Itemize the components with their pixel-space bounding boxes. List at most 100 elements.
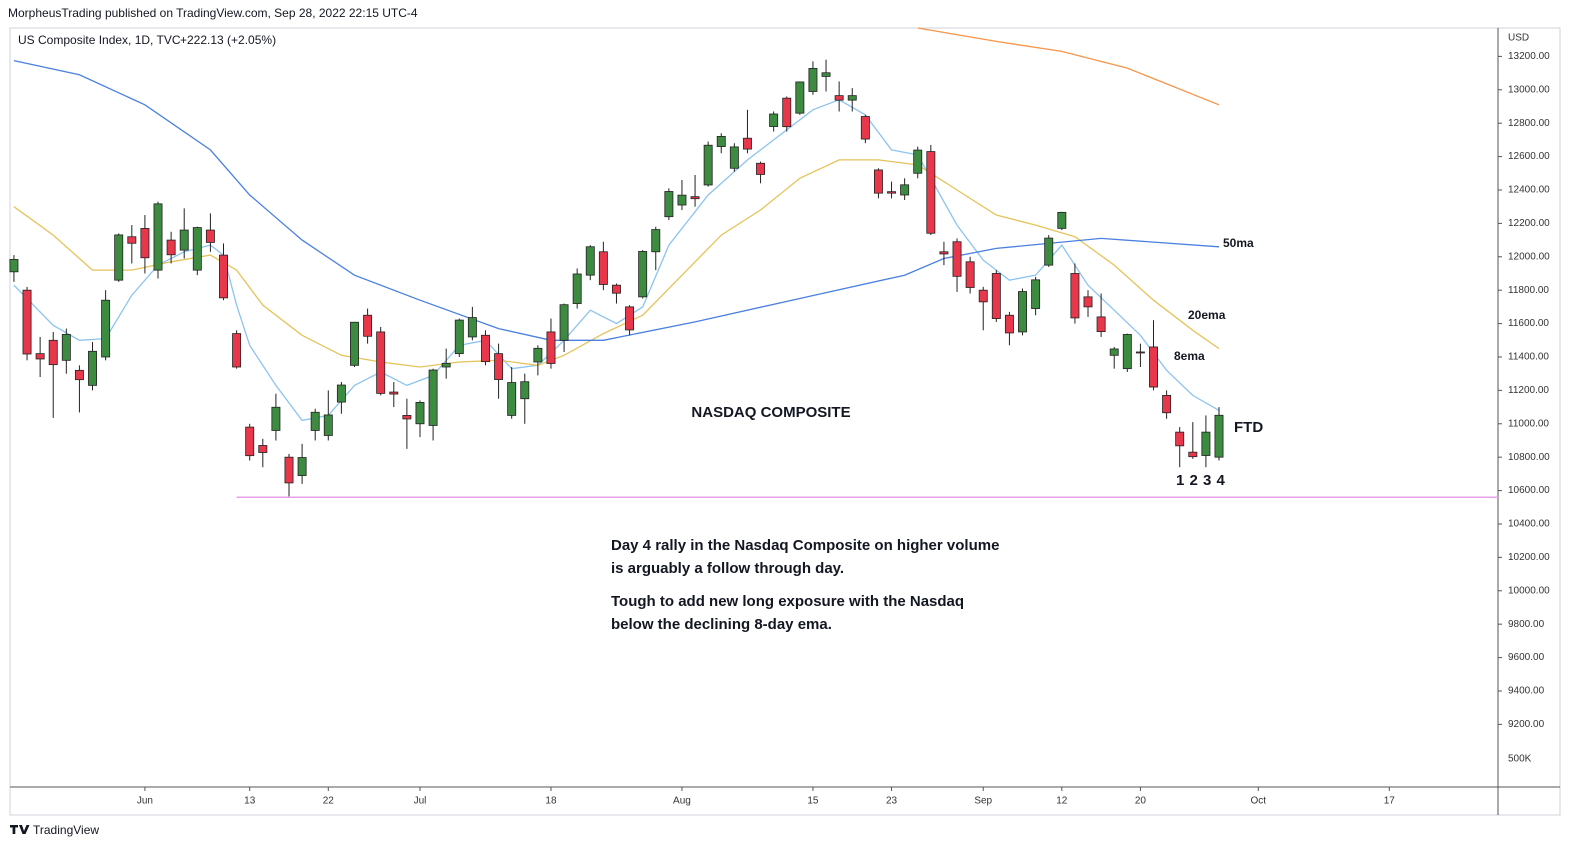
candle-body: [926, 151, 936, 234]
candle-body: [271, 406, 281, 431]
candle-body: [1004, 314, 1014, 334]
y-tick-label: 12000.00: [1508, 251, 1550, 262]
candle-body: [101, 299, 111, 358]
y-tick-label: 10000.00: [1508, 585, 1550, 596]
annotation: FTD: [1234, 419, 1263, 436]
candle-body: [310, 411, 320, 431]
candle-body: [1070, 273, 1080, 319]
y-tick-label: 11800.00: [1508, 285, 1549, 296]
candle-body: [533, 347, 543, 363]
candle-body: [9, 259, 19, 273]
candle-body: [258, 445, 268, 453]
note: Tough to add new long exposure with the …: [611, 593, 964, 610]
candle-body: [873, 169, 883, 194]
candle-body: [690, 196, 700, 200]
candle-body: [887, 191, 896, 194]
y-tick-label: 9200.00: [1508, 719, 1545, 730]
candle-body: [376, 331, 386, 394]
candle-body: [1057, 211, 1067, 229]
candle-body: [834, 95, 844, 101]
candle-body: [192, 227, 202, 271]
candle-body: [677, 194, 687, 206]
candle-body: [1044, 237, 1054, 266]
candle-body: [1135, 351, 1145, 354]
candle-body: [625, 306, 635, 331]
candle-body: [297, 457, 307, 476]
y-tick-label: 10600.00: [1508, 485, 1550, 496]
candle-body: [1096, 316, 1106, 333]
annotation: NASDAQ COMPOSITE: [691, 404, 850, 421]
x-tick-label: 17: [1384, 796, 1396, 807]
candle-body: [1018, 291, 1027, 333]
candle-body: [1109, 348, 1119, 356]
candle-body: [1214, 414, 1224, 458]
candle-body: [323, 414, 333, 436]
candle-body: [598, 251, 608, 285]
change: +222.13 (+2.05%): [180, 33, 276, 47]
candle-body: [572, 273, 582, 304]
candle-body: [402, 415, 412, 420]
y-tick-label: 12400.00: [1508, 185, 1550, 196]
candle-body: [166, 239, 176, 256]
candle-body: [232, 333, 242, 368]
candle-body: [978, 289, 988, 303]
candle-body: [48, 339, 58, 366]
x-tick-label: 12: [1056, 796, 1068, 807]
candle-body: [1031, 279, 1041, 309]
y-tick-label: 9400.00: [1508, 686, 1545, 697]
y-tick-label: 13000.00: [1508, 84, 1550, 95]
candle-body: [795, 81, 805, 114]
candle-body: [952, 241, 962, 277]
candle-body: [114, 234, 124, 281]
y-tick-label: 12600.00: [1508, 151, 1550, 162]
brand: TradingView: [33, 823, 99, 837]
series-label: 50ma: [1223, 236, 1254, 250]
candle-body: [703, 144, 713, 186]
candle-body: [520, 381, 530, 400]
candle-body: [1083, 296, 1093, 308]
candle-body: [756, 162, 766, 175]
candle-body: [140, 227, 150, 259]
x-tick-label: 18: [545, 796, 557, 807]
ma-line: [13, 99, 1220, 422]
candle-body: [428, 369, 438, 426]
candle-body: [585, 246, 595, 276]
candle-body: [860, 116, 870, 140]
candle-body: [22, 289, 32, 355]
note: is arguably a follow through day.: [611, 560, 844, 577]
ma-line: [917, 27, 1220, 106]
y-tick-label: 12200.00: [1508, 218, 1550, 229]
note: Day 4 rally in the Nasdaq Composite on h…: [611, 537, 999, 554]
series-label: 8ema: [1174, 349, 1205, 363]
y-tick-label: 11600.00: [1508, 318, 1549, 329]
x-tick-label: 22: [323, 796, 335, 807]
candle-body: [179, 229, 189, 251]
frame: [9, 27, 1561, 816]
candle-body: [389, 391, 399, 395]
note: below the declining 8-day ema.: [611, 616, 832, 633]
y-tick-label: 10400.00: [1508, 519, 1550, 530]
candle-body: [284, 456, 294, 484]
x-tick-label: 13: [244, 796, 256, 807]
chart-title: US Composite Index, 1D, TVC: [18, 33, 181, 47]
candle-body: [847, 95, 857, 101]
y-tick-label: 9800.00: [1508, 619, 1545, 630]
x-tick-label: 23: [886, 796, 898, 807]
candle-body: [1162, 394, 1172, 414]
y-tick-label: 11000.00: [1508, 418, 1549, 429]
volume-label: 500K: [1508, 754, 1532, 765]
candle-body: [559, 304, 569, 341]
candle-body: [821, 72, 831, 77]
annotation: 1 2 3 4: [1176, 472, 1226, 489]
candle-body: [127, 236, 137, 244]
candle-body: [1149, 346, 1158, 388]
candle-body: [74, 369, 84, 381]
candle-body: [494, 353, 504, 380]
candle-body: [638, 251, 648, 298]
y-tick-label: 10200.00: [1508, 552, 1550, 563]
candle-body: [219, 254, 228, 299]
candle-body: [965, 261, 975, 288]
candle-body: [35, 353, 45, 360]
candle-body: [1122, 334, 1132, 370]
